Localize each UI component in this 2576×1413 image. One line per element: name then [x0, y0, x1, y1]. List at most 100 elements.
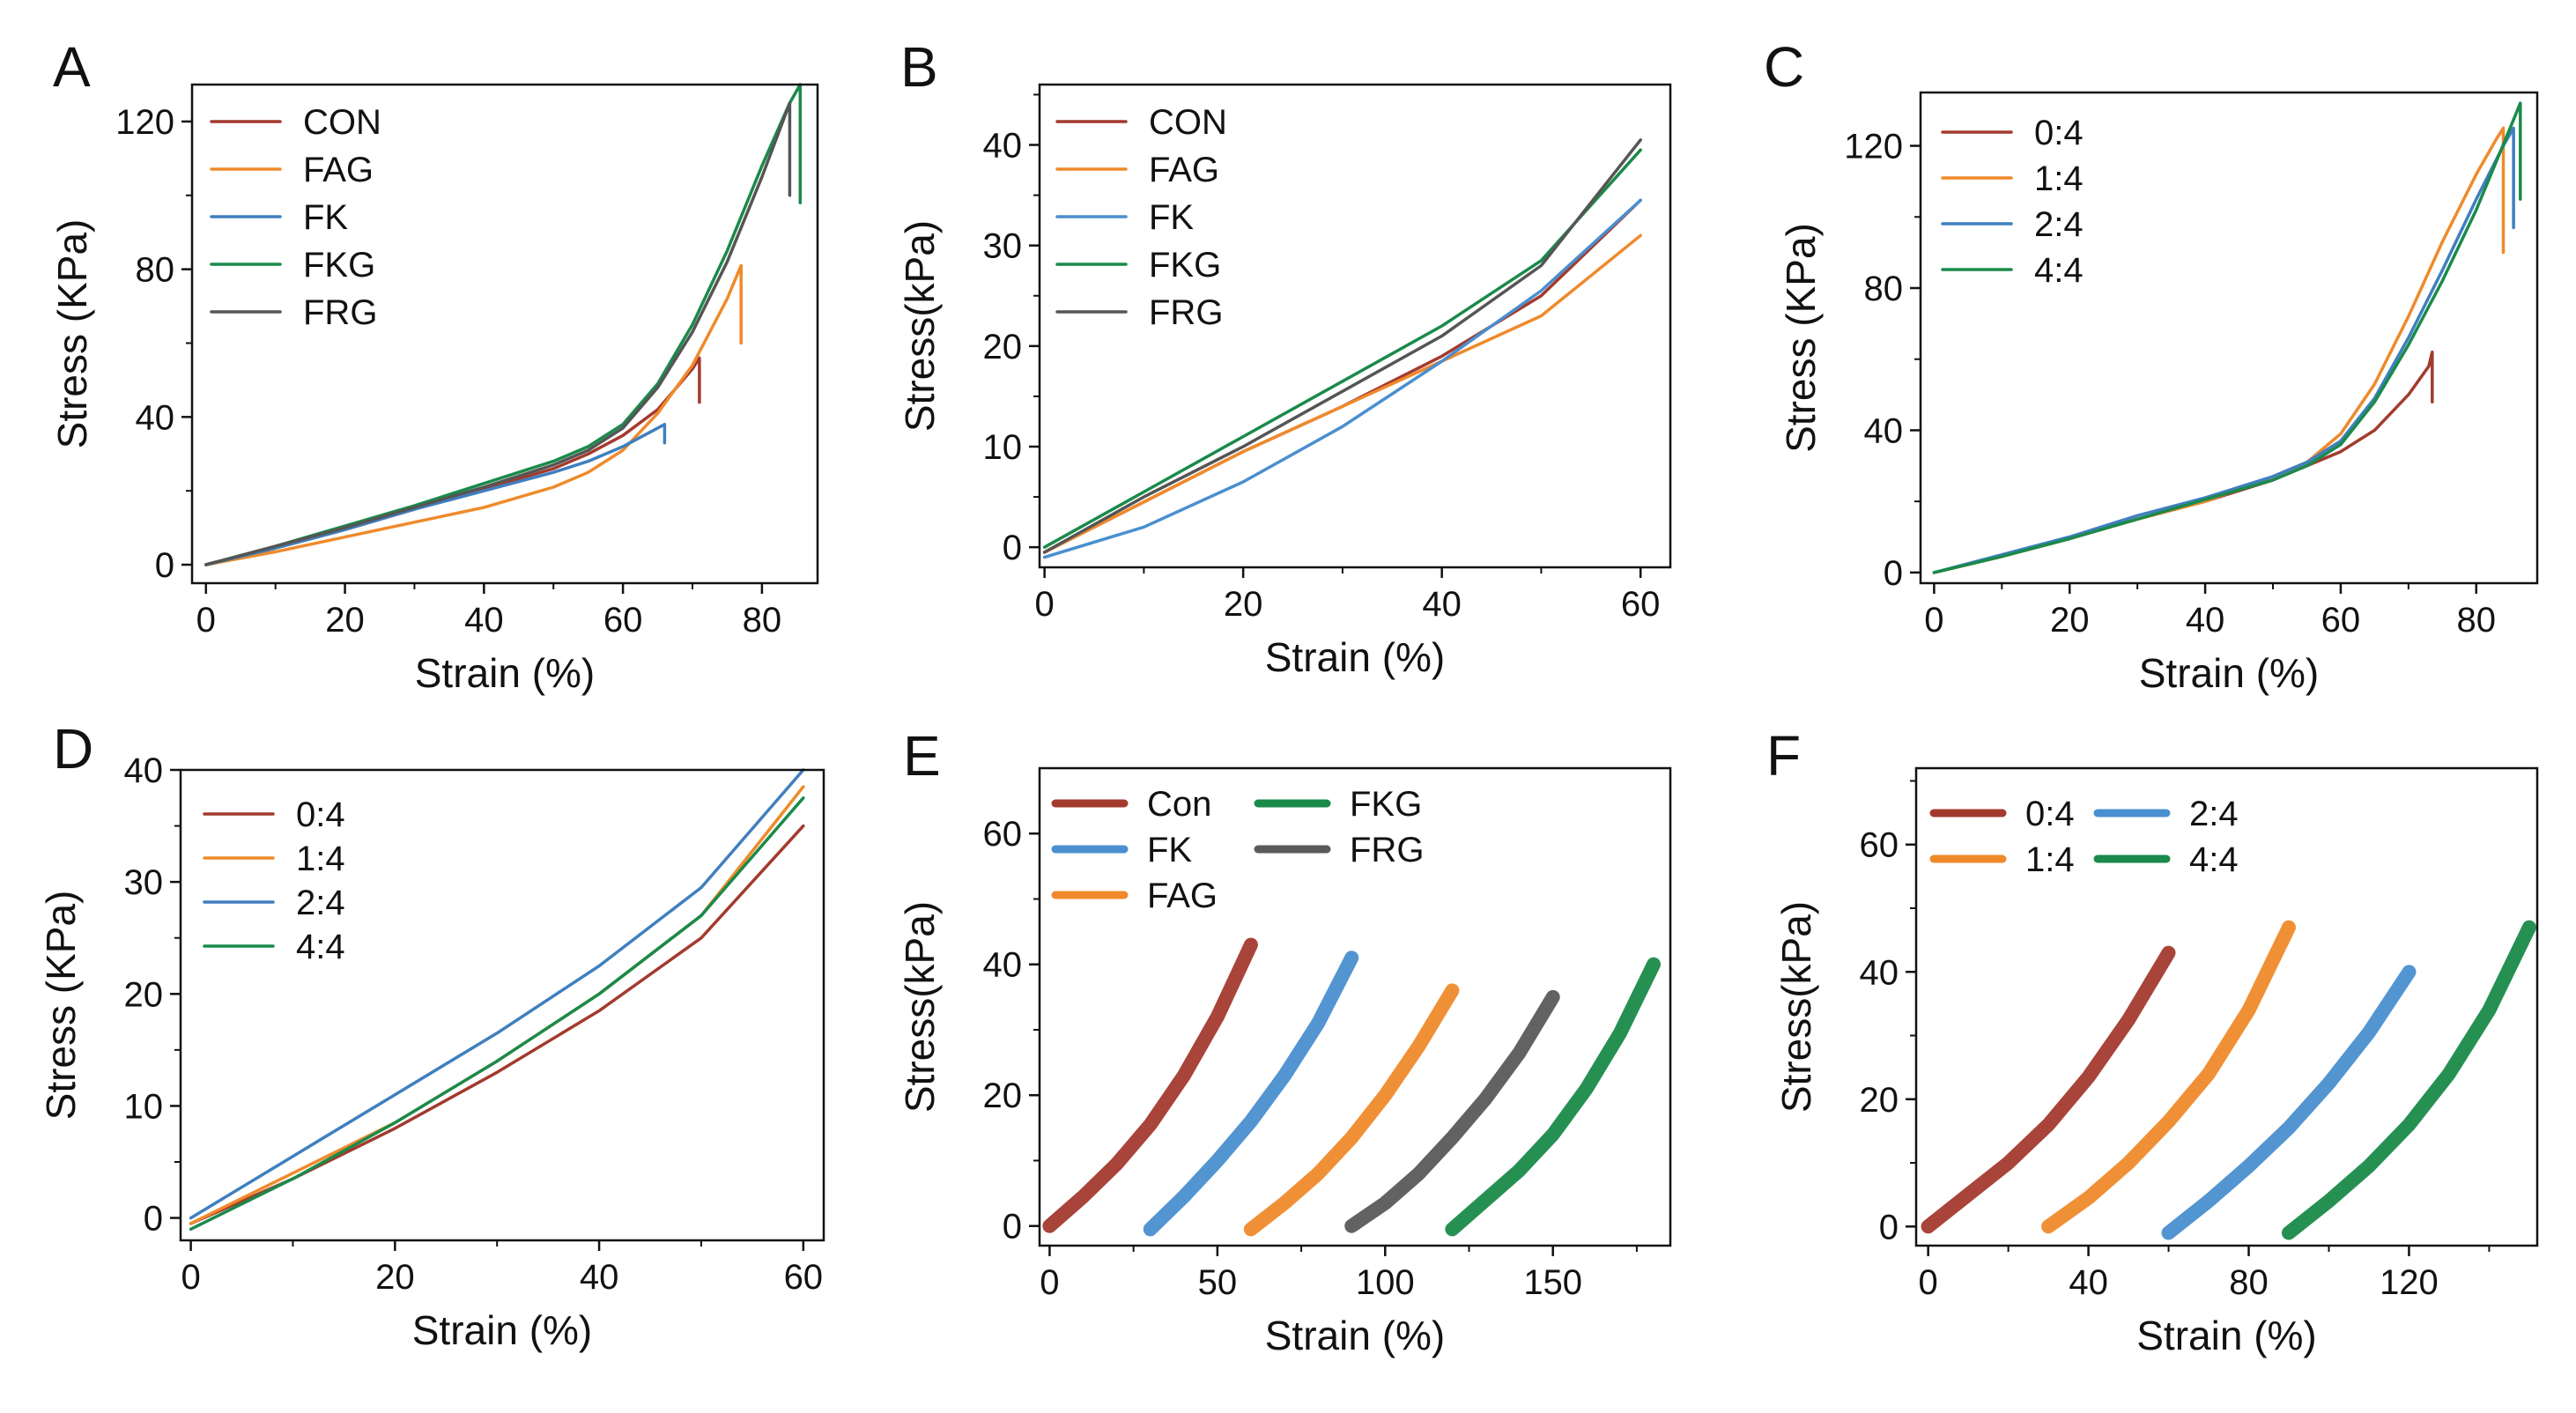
- legend-label: 4:4: [2189, 840, 2239, 879]
- panel-letter: F: [1766, 724, 1801, 788]
- legend-label: Con: [1147, 785, 1211, 824]
- legend-label: FKG: [303, 246, 375, 285]
- panel-letter: B: [900, 35, 938, 99]
- series-line-fkg: [204, 83, 803, 566]
- y-tick-label: 30: [983, 227, 1023, 266]
- legend: 0:4 1:4 2:4 4:4: [203, 795, 345, 966]
- y-tick-label: 20: [124, 975, 164, 1014]
- legend-label: 2:4: [2034, 205, 2084, 244]
- series-line-04: [1921, 945, 2176, 1234]
- x-tick-label: 40: [464, 601, 504, 640]
- plot-frame: [1038, 766, 1672, 1247]
- legend: 0:4 1:4 2:4 4:4: [1929, 795, 2239, 879]
- legend-label: FK: [1147, 831, 1192, 869]
- y-tick-label: 60: [983, 815, 1023, 854]
- panel-a: A 0 20 40 60 80 0 40 80 120 Strain (%) Stress (KPa)…: [49, 35, 819, 696]
- series-line-44: [1932, 101, 2522, 574]
- y-axis-label: Stress (KPa): [1778, 223, 1824, 453]
- series-line-14: [2041, 920, 2296, 1234]
- y-tick-label: 30: [124, 863, 164, 902]
- panel-letter: E: [903, 724, 941, 788]
- series-line-14: [1932, 126, 2506, 574]
- y-tick-label: 0: [1884, 554, 1903, 593]
- series-line-04: [1932, 350, 2434, 574]
- x-axis-label: Strain (%): [2136, 1313, 2316, 1358]
- x-tick-label: 0: [1924, 601, 1943, 640]
- series-line-frg: [1344, 989, 1560, 1233]
- y-tick-label: 40: [136, 398, 175, 437]
- legend: CON FAG FK FKG FRG: [210, 103, 381, 332]
- legend-label: FAG: [1147, 877, 1218, 915]
- series-line-44: [189, 796, 805, 1232]
- y-tick-label: 0: [144, 1200, 163, 1239]
- x-tick-label: 20: [325, 601, 365, 640]
- panel-f: F 0 40 80 120 0 20 40 60 Strain (%) Stress(kPa) 0:4…: [1766, 724, 2539, 1358]
- series-line-fk: [1042, 198, 1642, 559]
- series-line-24: [1932, 126, 2515, 574]
- legend-label: FRG: [1149, 293, 1223, 332]
- y-tick-label: 40: [1860, 953, 1899, 992]
- x-axis-label: Strain (%): [412, 1307, 592, 1353]
- series-line-frg: [1042, 138, 1642, 554]
- plot-frame: [1919, 91, 2539, 585]
- legend-label: FKG: [1149, 246, 1221, 285]
- x-tick-label: 80: [2457, 601, 2497, 640]
- legend: Con FK FAG FKG FRG: [1051, 785, 1424, 915]
- legend-label: 4:4: [2034, 251, 2084, 290]
- series-line-con: [204, 356, 701, 566]
- series-line-fkg: [1042, 148, 1642, 549]
- plot-frame: [190, 83, 819, 585]
- x-tick-label: 40: [2069, 1263, 2108, 1302]
- legend-label: FAG: [303, 151, 374, 189]
- panel-c: C 0 20 40 60 80 0 40 80 120 Strain (%) Stress (KPa)…: [1764, 35, 2539, 696]
- panel-letter: D: [53, 717, 93, 780]
- x-tick-label: 60: [784, 1258, 824, 1297]
- y-tick-label: 0: [155, 546, 174, 585]
- y-axis-label: Stress(kPa): [897, 901, 943, 1113]
- x-tick-label: 20: [1224, 585, 1263, 624]
- x-axis-label: Strain (%): [1265, 634, 1445, 680]
- legend-label: FRG: [1350, 831, 1424, 869]
- x-axis-label: Strain (%): [1265, 1313, 1445, 1358]
- legend-label: 1:4: [2025, 840, 2075, 879]
- legend-label: 1:4: [296, 840, 345, 878]
- x-tick-label: 0: [1035, 585, 1055, 624]
- plot-frame: [1038, 83, 1672, 569]
- x-tick-label: 0: [196, 601, 216, 640]
- y-tick-label: 40: [124, 751, 164, 790]
- legend-label: 0:4: [296, 795, 345, 834]
- y-tick-label: 120: [1844, 128, 1903, 166]
- y-tick-label: 20: [1860, 1081, 1899, 1120]
- y-axis-label: Stress (KPa): [38, 891, 84, 1121]
- x-tick-label: 20: [375, 1258, 415, 1297]
- series-line-con: [1042, 937, 1258, 1233]
- plot-frame: [1914, 766, 2539, 1247]
- x-tick-label: 60: [1621, 585, 1661, 624]
- legend-label: 0:4: [2025, 795, 2075, 833]
- y-tick-label: 10: [983, 428, 1023, 467]
- y-axis-label: Stress(kPa): [1773, 901, 1819, 1113]
- x-tick-label: 60: [603, 601, 643, 640]
- series-line-fk: [1143, 951, 1359, 1237]
- x-axis-label: Strain (%): [2139, 650, 2319, 696]
- x-axis-label: Strain (%): [415, 650, 595, 696]
- y-tick-label: 0: [1003, 529, 1022, 567]
- y-tick-label: 120: [115, 103, 174, 142]
- y-tick-label: 20: [983, 1076, 1023, 1115]
- x-tick-label: 150: [1523, 1263, 1582, 1302]
- x-tick-label: 40: [2186, 601, 2225, 640]
- x-tick-label: 0: [181, 1258, 200, 1297]
- legend-label: 2:4: [2189, 795, 2239, 833]
- panel-b: B 0 20 40 60 0 10 20 30 40 Strain (%) Stress(kPa) CO…: [897, 35, 1672, 680]
- series-line-fag: [1243, 983, 1460, 1237]
- x-tick-label: 20: [2050, 601, 2090, 640]
- y-tick-label: 40: [1864, 411, 1904, 450]
- x-tick-label: 120: [2380, 1263, 2439, 1302]
- x-tick-label: 50: [1198, 1263, 1238, 1302]
- y-tick-label: 20: [983, 328, 1023, 366]
- panel-e: E 0 50 100 150 0 20 40 60 Strain (%) Stress(kPa) Co…: [897, 724, 1672, 1358]
- x-tick-label: 40: [580, 1258, 619, 1297]
- series-line-24: [189, 768, 805, 1220]
- legend: CON FAG FK FKG FRG: [1055, 103, 1227, 332]
